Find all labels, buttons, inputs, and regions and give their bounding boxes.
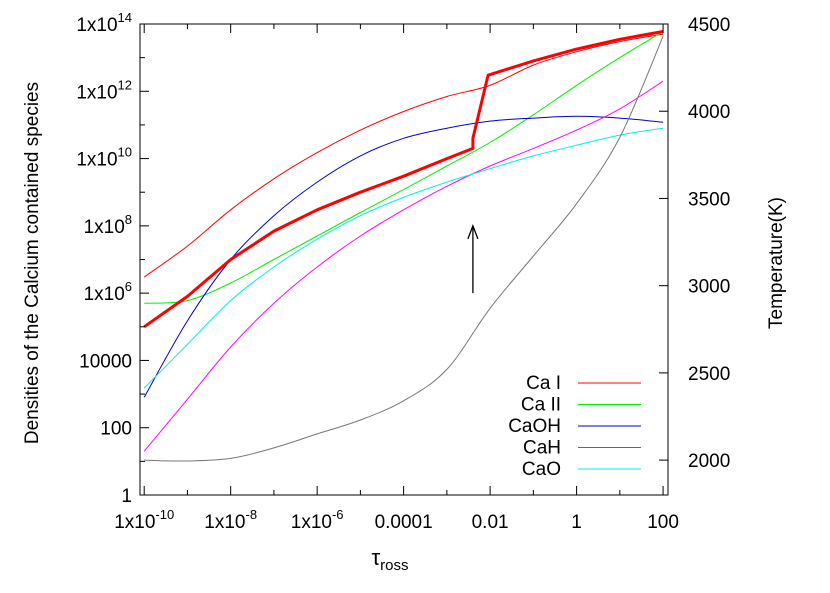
x-axis-title: τross (371, 545, 408, 574)
y2-tick-label: 2500 (688, 364, 730, 385)
y-tick-label: 1x106 (84, 279, 132, 305)
series-line-bold-ca-i (143, 30, 664, 329)
legend-label-ca-ii: Ca II (521, 395, 561, 416)
x-tick-label: 0.0001 (375, 512, 433, 533)
x-tick-label: 1 (571, 512, 582, 533)
legend-label-cao: CaO (522, 459, 561, 480)
y2-tick-label: 3500 (688, 189, 730, 210)
y-tick-label: 1x108 (84, 212, 132, 238)
tick-labels-group: 1x10-10 1x10-8 1x10-6 0.0001 0.01 1 100 1x1014 1… (76, 10, 730, 533)
x-tick-label: 0.01 (472, 512, 509, 533)
x-tick-label: 100 (647, 512, 679, 533)
series-line-cah (143, 80, 664, 452)
plot-border (139, 23, 669, 496)
annotations (467, 224, 479, 294)
series-line-ca-ii (144, 31, 664, 304)
series-line-temperature (144, 36, 664, 462)
y2-tick-label: 3000 (688, 277, 730, 298)
y-tick-label: 1x1012 (76, 77, 132, 103)
x-tick-label: 1x10-6 (291, 507, 344, 533)
y2-axis-title: Temperature(K) (766, 197, 787, 329)
legend-label-ca-i: Ca I (526, 373, 561, 394)
y-tick-label: 10000 (79, 351, 132, 372)
legend-label-cah: CaH (523, 438, 561, 459)
x-tick-label: 1x10-10 (114, 507, 174, 533)
series-line-cao (143, 127, 664, 389)
y2-tick-label: 2000 (688, 451, 730, 472)
y-tick-label: 1x1010 (76, 145, 132, 171)
series-group (143, 30, 664, 462)
arrow-head (467, 224, 479, 240)
y-tick-label: 1x1014 (76, 10, 132, 36)
y-axis-title: Densities of the Calcium contained speci… (22, 82, 43, 444)
y2-tick-label: 4000 (688, 102, 730, 123)
x-axis-title-subscript: ross (380, 557, 408, 574)
x-tick-label: 1x10-8 (204, 507, 257, 533)
plot-frame (139, 23, 669, 496)
y-tick-label: 100 (100, 419, 132, 440)
y-tick-label: 1 (121, 486, 132, 507)
legend-label-caoh: CaOH (508, 416, 561, 437)
ticks-group (140, 23, 668, 496)
series-line-caoh (143, 115, 664, 398)
x-axis-title-symbol: τ (371, 545, 380, 570)
series-line-ca-i (143, 33, 664, 278)
y2-tick-label: 4500 (688, 15, 730, 36)
